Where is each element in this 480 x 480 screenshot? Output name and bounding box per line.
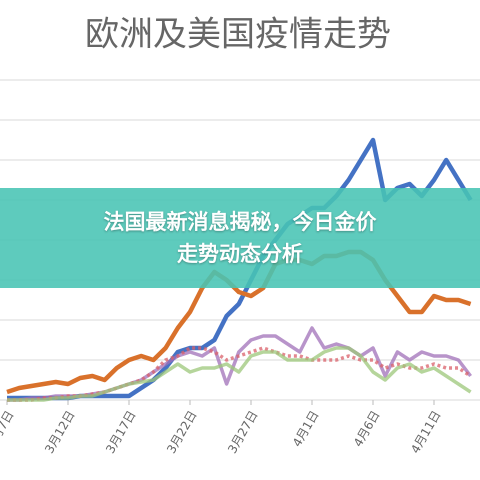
- x-tick-label: 3月12日: [42, 408, 78, 456]
- series-line: [7, 346, 472, 402]
- x-tick-label: 4月11日: [408, 408, 444, 456]
- series-line: [7, 346, 472, 402]
- banner-line: 走势动态分析: [177, 242, 303, 266]
- x-tick-label: 4月1日: [290, 408, 322, 449]
- chart-title: 欧洲及美国疫情走势: [85, 15, 391, 55]
- x-tick-label: 3月7日: [0, 408, 17, 449]
- series-line: [7, 326, 472, 402]
- x-tick-label: 3月17日: [103, 408, 139, 456]
- x-tick-label: 3月22日: [164, 408, 200, 456]
- x-tick-label: 4月6日: [351, 408, 383, 449]
- x-tick-label: 3月27日: [225, 408, 261, 456]
- banner-line: 法国最新消息揭秘，今日金价: [103, 210, 377, 234]
- banner: 法国最新消息揭秘，今日金价 走势动态分析: [0, 188, 480, 288]
- series-line: [6, 249, 472, 395]
